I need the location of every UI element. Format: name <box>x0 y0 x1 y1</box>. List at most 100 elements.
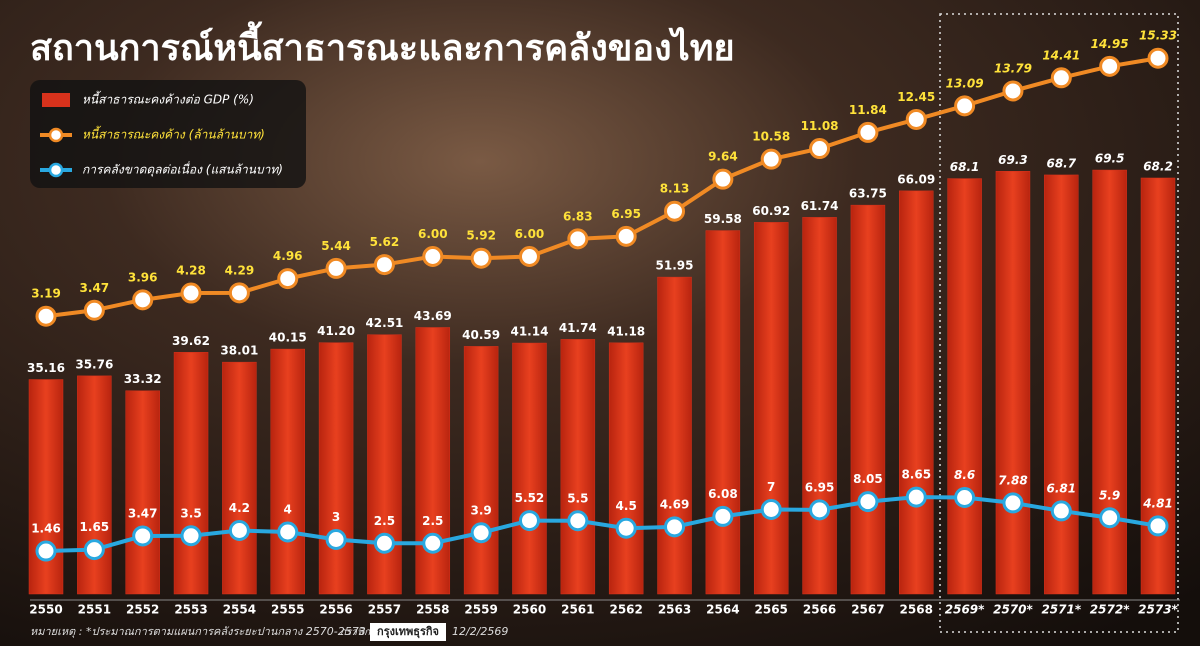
marker <box>664 200 686 222</box>
point-label: 10.58 <box>752 130 790 144</box>
marker <box>760 499 782 520</box>
marker <box>857 121 879 143</box>
marker <box>228 520 250 541</box>
marker <box>567 228 589 250</box>
point-label: 5.44 <box>321 239 351 253</box>
marker <box>132 289 154 311</box>
bar <box>560 339 596 595</box>
point-label: 8.6 <box>954 468 975 482</box>
bar-label: 69.3 <box>998 153 1028 167</box>
bar <box>1044 174 1079 595</box>
x-tick-label: 2562 <box>609 603 642 617</box>
x-tick-label: 2555 <box>271 603 304 617</box>
bar-label: 66.09 <box>897 172 935 186</box>
point-label: 11.84 <box>849 103 887 117</box>
x-tick-label: 2570* <box>993 603 1033 617</box>
bar <box>28 379 64 595</box>
bar <box>995 171 1031 595</box>
marker <box>857 491 879 513</box>
marker <box>1147 515 1169 537</box>
x-tick-label: 2572* <box>1090 603 1130 617</box>
marker <box>35 540 57 562</box>
bar <box>850 204 886 595</box>
marker <box>518 510 540 532</box>
x-tick-label: 2556 <box>319 603 352 617</box>
bar <box>753 222 789 595</box>
x-tick-label: 2567 <box>851 603 884 617</box>
x-tick-label: 2552 <box>126 603 159 617</box>
point-label: 4 <box>284 503 292 517</box>
bar-label: 63.75 <box>849 187 887 201</box>
bar <box>173 352 209 595</box>
x-tick-label: 2564 <box>706 603 739 617</box>
marker <box>1147 47 1169 69</box>
bar-label: 40.59 <box>462 328 500 342</box>
point-label: 8.05 <box>853 472 883 486</box>
x-tick-label: 2551 <box>78 603 111 617</box>
point-label: 7 <box>767 480 775 494</box>
x-tick-label: 2569* <box>945 603 985 617</box>
point-label: 5.52 <box>515 491 545 505</box>
marker <box>228 282 250 304</box>
marker <box>518 246 540 267</box>
point-label: 9.64 <box>708 150 738 164</box>
bar <box>947 178 982 595</box>
marker <box>373 532 395 554</box>
point-label: 5.92 <box>466 229 496 243</box>
marker <box>83 299 105 321</box>
legend <box>30 80 306 188</box>
marker <box>180 525 202 547</box>
x-tick-label: 2565 <box>755 603 788 617</box>
bar-label: 33.32 <box>124 372 162 386</box>
bar <box>222 361 257 595</box>
source-box <box>370 623 446 641</box>
point-label: 8.13 <box>660 182 690 196</box>
marker <box>277 268 299 290</box>
marker <box>615 517 637 539</box>
marker <box>954 95 976 117</box>
bar <box>802 217 837 595</box>
point-label: 5.62 <box>370 235 400 249</box>
point-label: 6.83 <box>563 209 593 223</box>
bar-label: 41.18 <box>607 324 645 338</box>
point-label: 6.81 <box>1046 481 1076 495</box>
bar-label: 35.76 <box>75 357 113 371</box>
marker <box>1002 492 1024 514</box>
point-label: 14.95 <box>1091 37 1129 51</box>
bar-label: 41.20 <box>317 324 355 338</box>
point-label: 2.5 <box>374 514 395 528</box>
chart-title: สถานการณ์หนี้สาธารณะและการคลังของไทย <box>30 21 735 69</box>
bar <box>125 390 160 595</box>
point-label: 6.95 <box>611 207 641 221</box>
point-label: 13.79 <box>994 61 1032 75</box>
bar-label: 68.7 <box>1046 156 1076 170</box>
bar-label: 41.14 <box>510 325 548 339</box>
point-label: 3.47 <box>128 506 158 520</box>
bar-label: 38.01 <box>220 344 258 358</box>
point-label: 6.95 <box>805 480 835 494</box>
marker <box>325 257 347 279</box>
point-label: 3.9 <box>470 503 491 517</box>
point-label: 4.69 <box>660 497 690 511</box>
note: หมายเหตุ : *ประมาณการตามแผนการคลังระยะปา… <box>30 625 366 638</box>
x-tick-label: 2560 <box>513 603 546 617</box>
point-label: 14.41 <box>1042 48 1080 62</box>
point-label: 3.96 <box>128 270 158 284</box>
point-label: 5.5 <box>567 491 588 505</box>
x-tick-label: 2563 <box>658 603 691 617</box>
point-label: 11.08 <box>801 119 839 133</box>
x-tick-label: 2561 <box>561 603 594 617</box>
forecast-box <box>939 13 1179 633</box>
marker <box>712 505 734 527</box>
bar <box>1092 169 1127 595</box>
point-label: 4.96 <box>273 249 303 263</box>
bar <box>367 334 402 595</box>
bar-label: 43.69 <box>414 309 452 323</box>
legend-swatch <box>48 127 64 143</box>
bar-label: 59.58 <box>704 212 742 226</box>
point-label: 3 <box>332 510 340 524</box>
point-label: 1.46 <box>31 522 61 536</box>
bar-label: 40.15 <box>269 331 307 345</box>
x-tick-label: 2554 <box>223 603 256 617</box>
